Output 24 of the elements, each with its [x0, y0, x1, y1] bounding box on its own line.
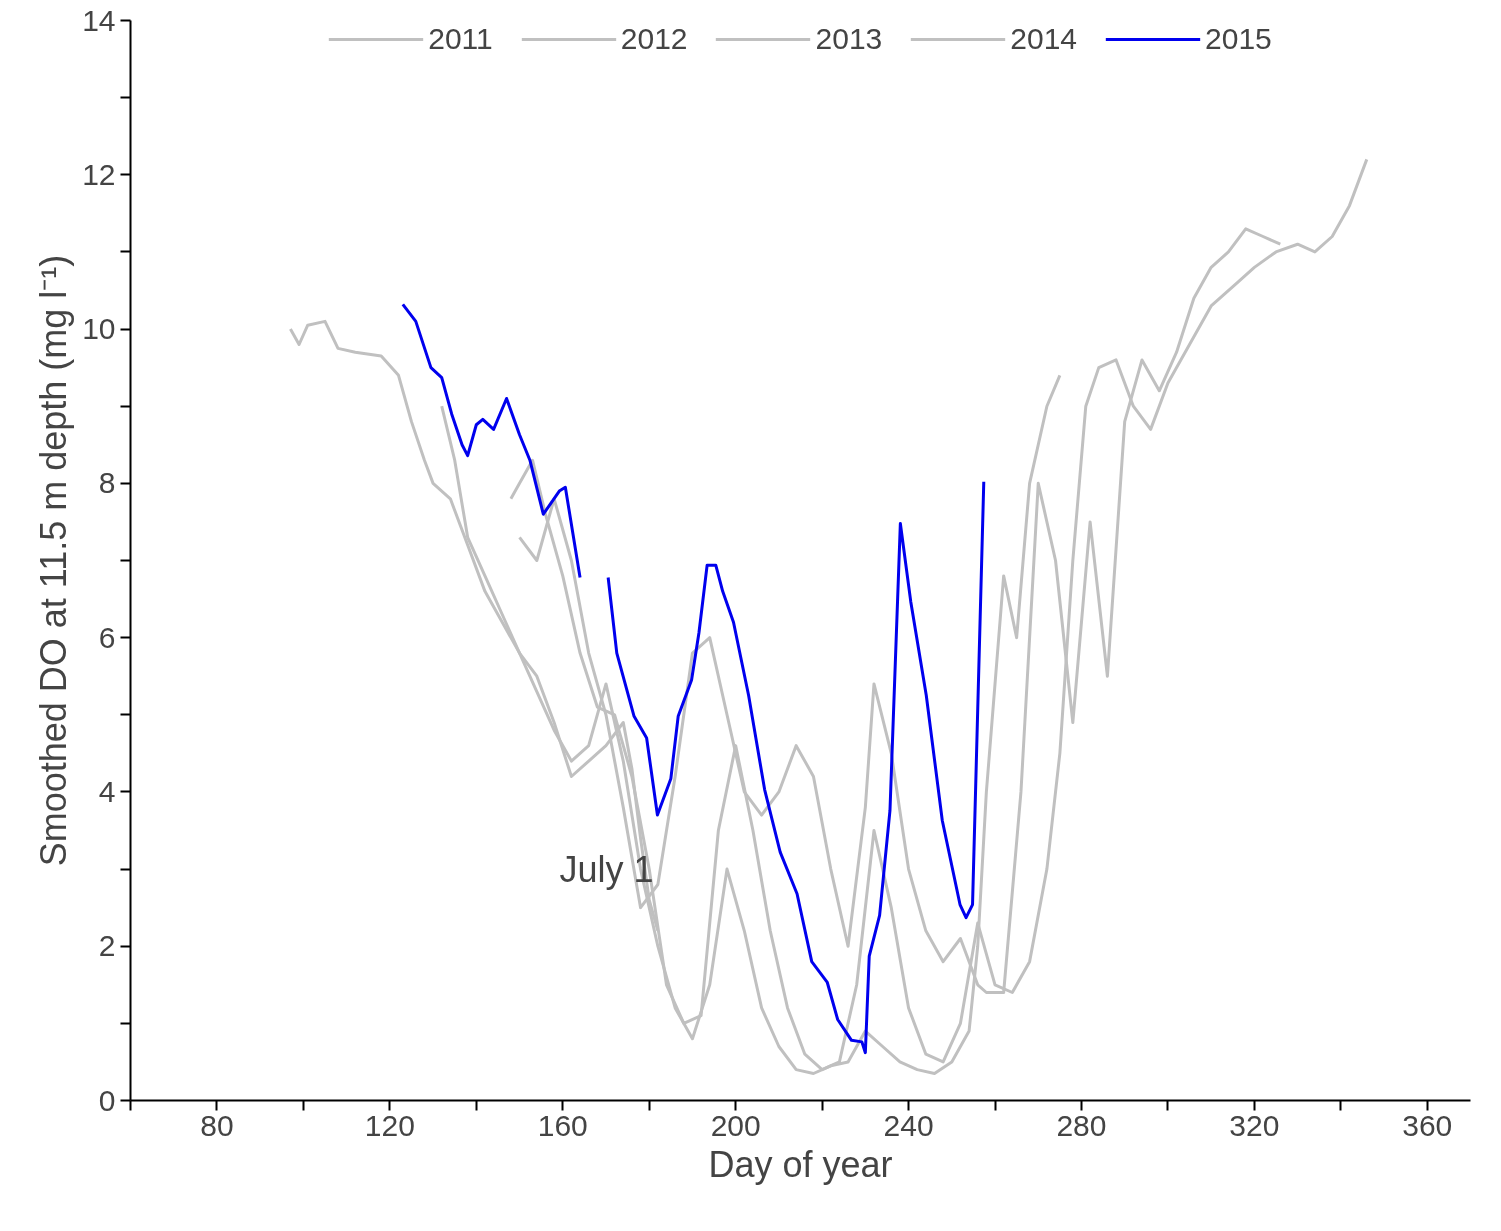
x-tick-label: 360 — [1402, 1108, 1453, 1142]
y-axis-title: Smoothed DO at 11.5 m depth (mg l⁻¹) — [33, 254, 75, 867]
y-tick-label: 6 — [98, 620, 116, 654]
legend-label: 2013 — [815, 22, 883, 56]
x-axis-title: Day of year — [708, 1143, 893, 1185]
x-tick-label: 280 — [1056, 1108, 1107, 1142]
legend-label: 2012 — [620, 22, 688, 56]
y-tick-label: 8 — [98, 466, 116, 500]
legend-label: 2015 — [1205, 22, 1272, 56]
y-tick-label: 2 — [98, 929, 116, 963]
x-tick-label: 120 — [364, 1108, 415, 1142]
annotation: July 1 — [559, 848, 654, 890]
x-tick-label: 80 — [200, 1108, 234, 1142]
y-tick-label: 0 — [98, 1083, 116, 1117]
legend-label: 2014 — [1010, 22, 1078, 56]
y-tick-label: 12 — [82, 157, 116, 191]
x-tick-label: 160 — [537, 1108, 588, 1142]
y-tick-label: 14 — [82, 3, 116, 37]
x-tick-label: 320 — [1229, 1108, 1280, 1142]
x-tick-label: 200 — [710, 1108, 761, 1142]
legend-label: 2011 — [428, 22, 493, 56]
y-tick-label: 4 — [98, 774, 116, 808]
x-tick-label: 240 — [883, 1108, 934, 1142]
y-tick-label: 10 — [82, 312, 116, 346]
